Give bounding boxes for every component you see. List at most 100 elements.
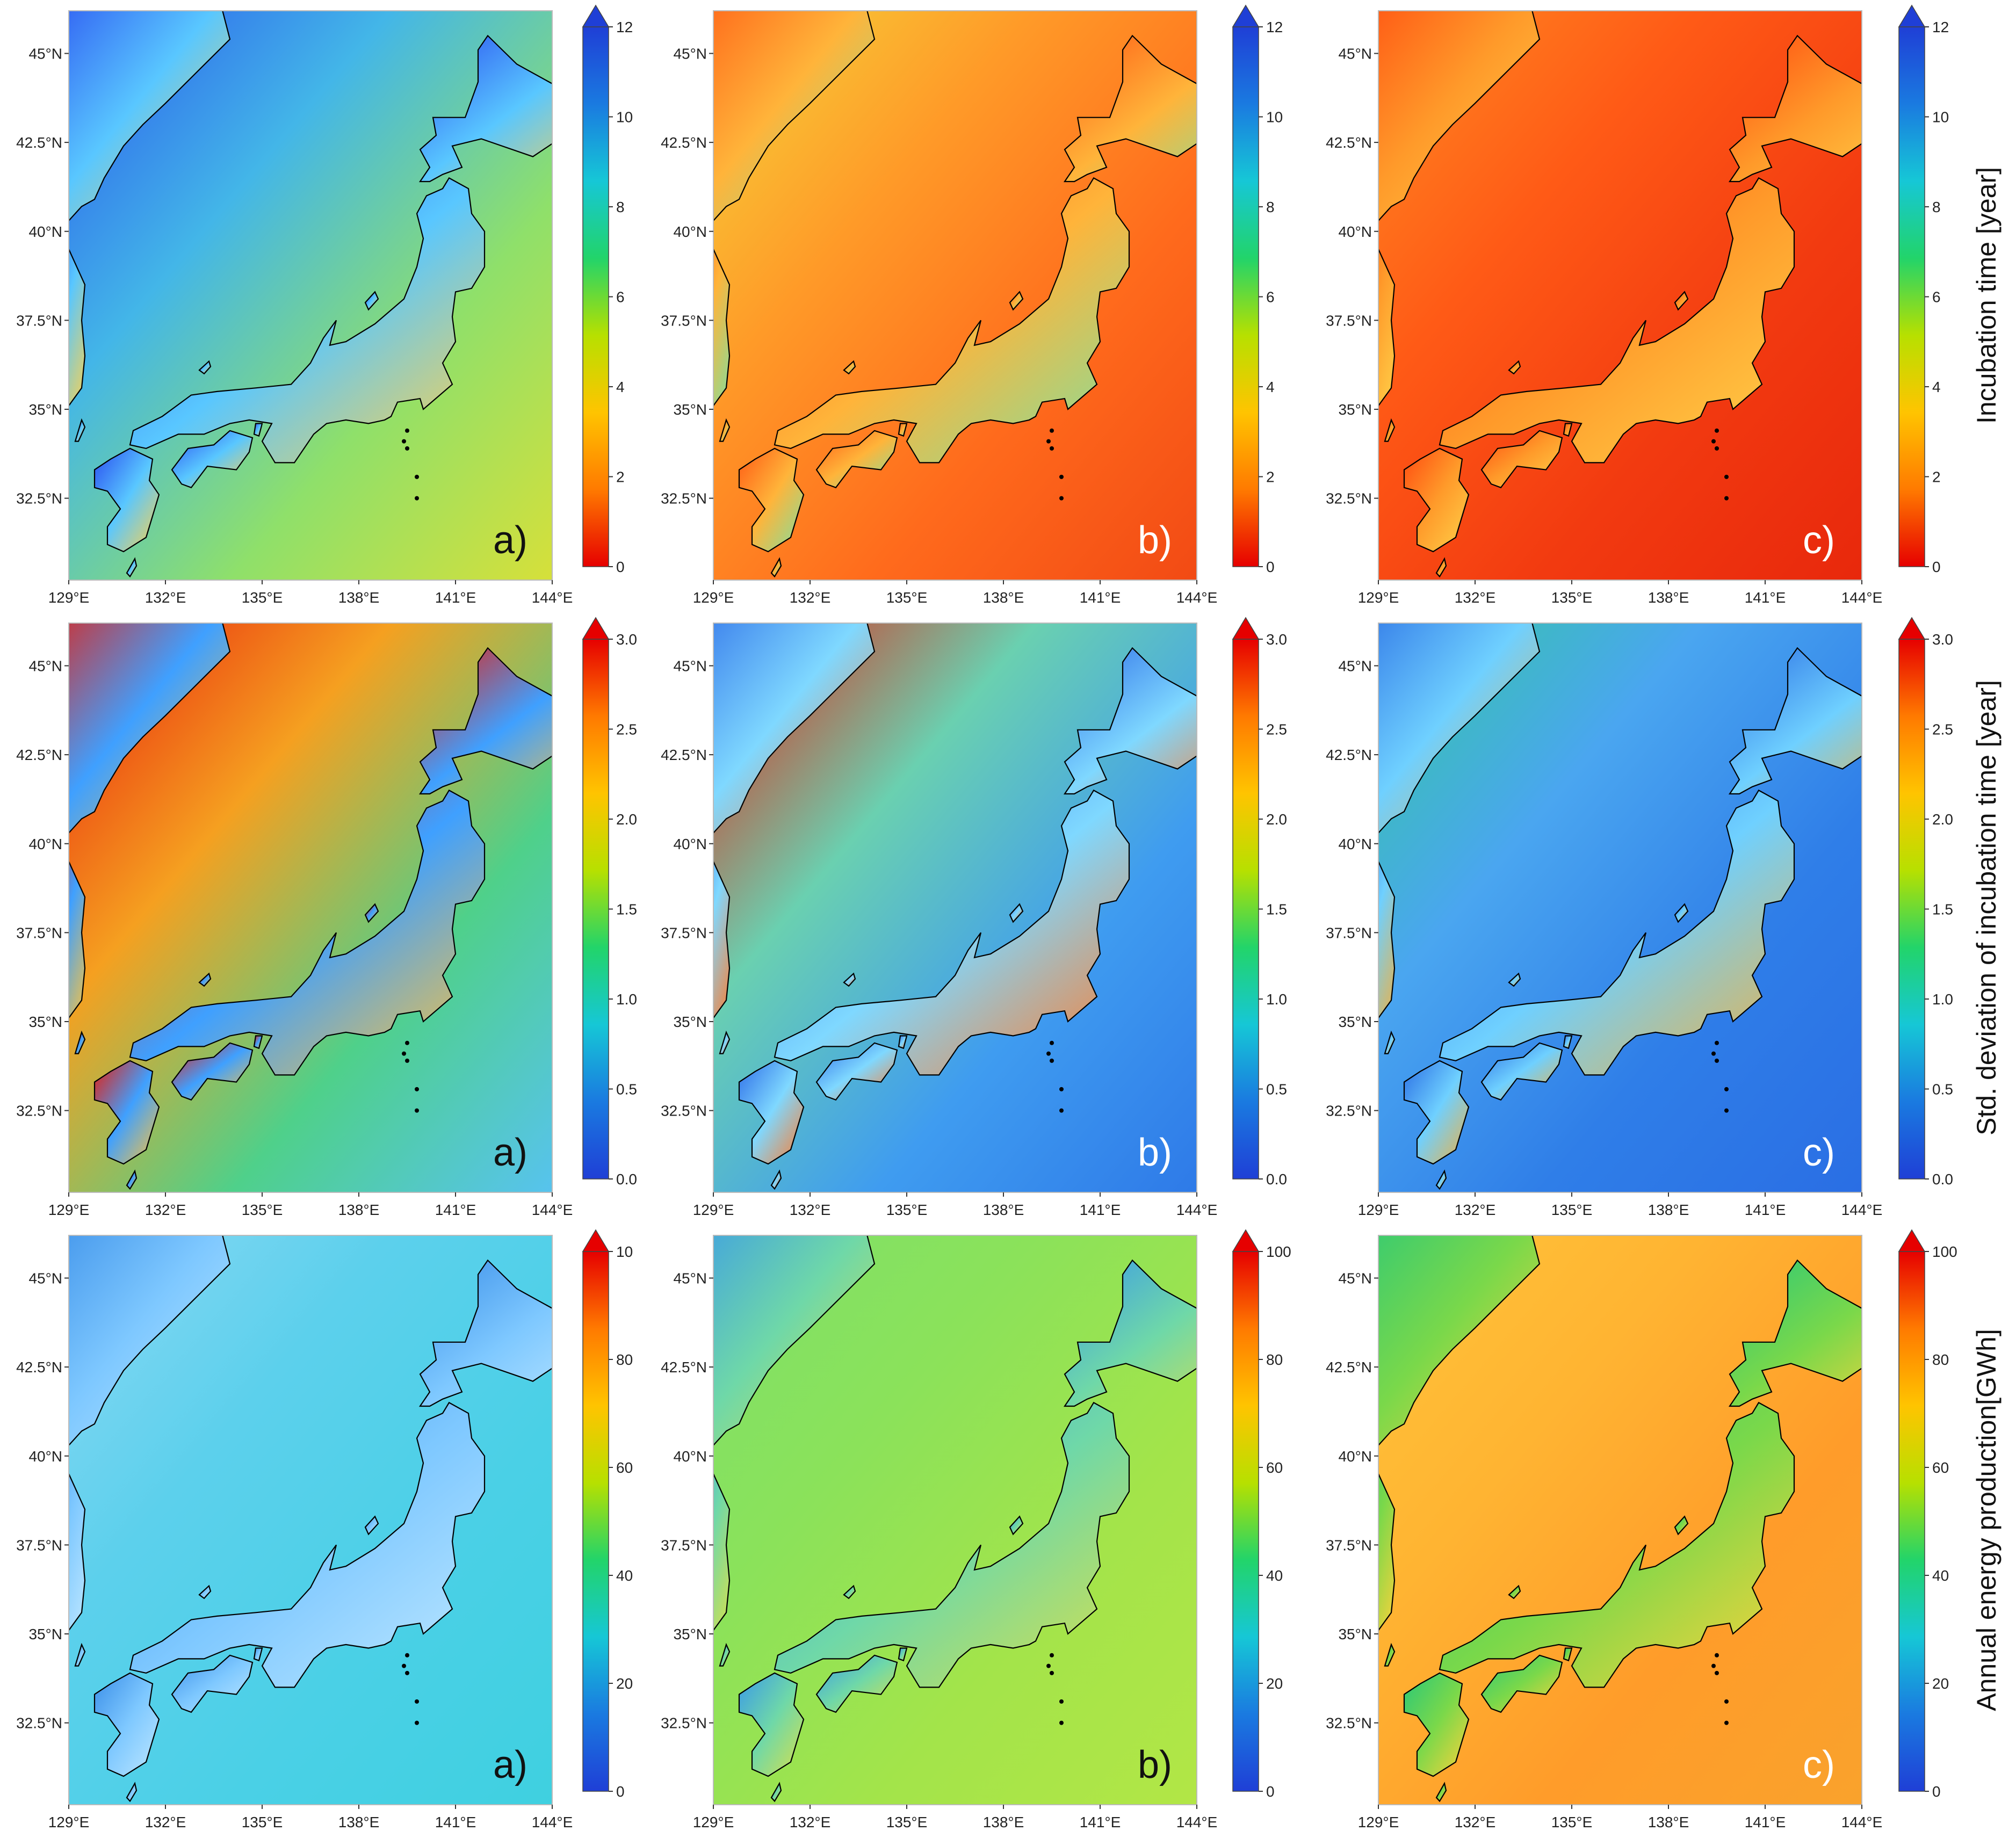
lon-tick-label: 144°E: [1176, 1814, 1218, 1830]
izu-island-dot: [1050, 1653, 1054, 1658]
island-shikoku: [815, 430, 898, 489]
colorbar-tick-label: 12: [1266, 19, 1283, 35]
colorbar-tick-label: 10: [616, 1243, 633, 1260]
map-panel-r2c1: 45°N 42.5°N 40°N 37.5°N 35°N 32.5°N 129°E 132°E…: [661, 1235, 1218, 1830]
island-awaji: [1563, 1647, 1573, 1662]
lat-tick-label: 45°N: [28, 1270, 62, 1287]
island-oki: [843, 972, 856, 987]
colorbar-extend-arrow: [582, 1229, 610, 1252]
island-awaji: [898, 1035, 908, 1050]
lon-tick-label: 129°E: [693, 589, 734, 606]
map-panel-r1c0: 45°N 42.5°N 40°N 37.5°N 35°N 32.5°N 129°E 132°E…: [16, 623, 573, 1218]
island-honshu: [129, 177, 486, 464]
izu-island-dot: [415, 1720, 419, 1725]
izu-island-dot: [402, 439, 406, 444]
colorbar-tick-label: 60: [1932, 1459, 1949, 1476]
colorbar-tick-label: 0.0: [1266, 1171, 1287, 1188]
map-panel-r0c1: 45°N 42.5°N 40°N 37.5°N 35°N 32.5°N 129°E 132°E…: [661, 10, 1218, 606]
island-awaji: [1563, 1035, 1573, 1050]
island-sado: [364, 291, 379, 311]
lon-tick-label: 144°E: [1841, 1814, 1883, 1830]
izu-island-dot: [1715, 428, 1719, 433]
izu-island-dot: [1711, 1051, 1716, 1056]
lon-tick-label: 135°E: [886, 589, 928, 606]
island-sado: [1009, 291, 1024, 311]
izu-island-dot: [1050, 446, 1054, 451]
izu-island-dot: [1059, 1087, 1064, 1091]
lat-tick-label: 35°N: [28, 1014, 62, 1030]
lat-tick-label: 32.5°N: [16, 490, 62, 507]
map-panel-r1c2: 45°N 42.5°N 40°N 37.5°N 35°N 32.5°N 129°E 132°E…: [1326, 623, 1882, 1218]
lat-tick-label: 42.5°N: [661, 747, 707, 763]
lat-tick-label: 45°N: [28, 658, 62, 675]
map-panel-r0c0: 45°N 42.5°N 40°N 37.5°N 35°N 32.5°N 129°E 132°E…: [16, 10, 573, 606]
continent-landmass: [69, 11, 231, 222]
lon-tick-label: 138°E: [338, 1814, 380, 1830]
island-kyushu: [738, 1060, 805, 1165]
island-kyushu: [1403, 1672, 1470, 1777]
continent-landmass: [1378, 623, 1541, 834]
island-kyushu: [1403, 447, 1470, 553]
lat-tick-label: 45°N: [673, 1270, 707, 1287]
lon-tick-label: 138°E: [1648, 589, 1689, 606]
island-oki: [843, 360, 856, 375]
island-honshu: [774, 177, 1130, 464]
lat-tick-label: 42.5°N: [1326, 1359, 1372, 1376]
lat-tick-label: 37.5°N: [16, 312, 62, 329]
lon-tick-label: 129°E: [48, 1814, 90, 1830]
colorbar-extend-arrow: [1898, 4, 1926, 27]
colorbar-r1c1: 0.0 0.5 1.0 1.5 2.0 2.5 3.0: [1232, 617, 1287, 1188]
island-kyushu: [93, 1060, 160, 1165]
island-tanegashima: [126, 557, 138, 578]
lon-tick-label: 132°E: [145, 1814, 186, 1830]
izu-island-dot: [1724, 1108, 1729, 1113]
island-shikoku: [815, 1042, 898, 1101]
colorbar-tick-label: 60: [1266, 1459, 1283, 1476]
island-kyushu: [738, 447, 805, 553]
lon-tick-label: 138°E: [983, 1202, 1024, 1218]
colorbar-tick-label: 1.0: [1932, 991, 1953, 1008]
lon-tick-label: 135°E: [1551, 1202, 1593, 1218]
island-tanegashima: [1435, 557, 1447, 578]
island-tsushima: [719, 1030, 731, 1054]
lat-tick-label: 42.5°N: [661, 1359, 707, 1376]
lon-tick-label: 129°E: [1358, 589, 1399, 606]
lon-tick-label: 129°E: [1358, 1202, 1399, 1218]
korea-landmass: [69, 860, 86, 1019]
lon-tick-label: 144°E: [532, 1202, 573, 1218]
colorbar-tick-label: 2: [616, 469, 625, 486]
lat-tick-label: 45°N: [1338, 1270, 1372, 1287]
island-hokkaido: [1728, 1259, 1862, 1407]
izu-island-dot: [405, 428, 409, 433]
lat-tick-label: 32.5°N: [1326, 1715, 1372, 1732]
panel-label: a): [493, 1131, 528, 1174]
island-hokkaido: [1728, 647, 1862, 795]
lon-tick-label: 144°E: [1176, 589, 1218, 606]
izu-island-dot: [1059, 1720, 1064, 1725]
izu-island-dot: [1724, 496, 1729, 501]
island-tanegashima: [1435, 1782, 1447, 1803]
lat-tick-label: 40°N: [28, 223, 62, 240]
colorbar-tick-label: 0: [1932, 1783, 1941, 1800]
izu-island-dot: [1724, 1087, 1729, 1091]
colorbar-extend-arrow: [1232, 1229, 1260, 1252]
lon-tick-label: 138°E: [338, 589, 380, 606]
korea-landmass: [69, 248, 86, 407]
colorbar-tick-label: 20: [1932, 1675, 1949, 1692]
colorbar-tick-label: 3.0: [1932, 631, 1953, 648]
lon-tick-label: 141°E: [1745, 589, 1786, 606]
island-sado: [1009, 1515, 1024, 1536]
lon-tick-label: 129°E: [693, 1814, 734, 1830]
island-honshu: [1439, 177, 1795, 464]
colorbar-tick-label: 100: [1932, 1243, 1957, 1260]
continent-landmass: [1378, 11, 1541, 222]
lon-tick-label: 129°E: [48, 1202, 90, 1218]
lat-tick-label: 42.5°N: [661, 134, 707, 151]
lon-tick-label: 132°E: [790, 589, 831, 606]
continent-landmass: [713, 623, 876, 834]
colorbar-r0c0: 0 2 4 6 8 10 12: [582, 4, 633, 575]
izu-island-dot: [1050, 1040, 1054, 1045]
lon-tick-label: 141°E: [1745, 1814, 1786, 1830]
island-oki: [843, 1584, 856, 1600]
